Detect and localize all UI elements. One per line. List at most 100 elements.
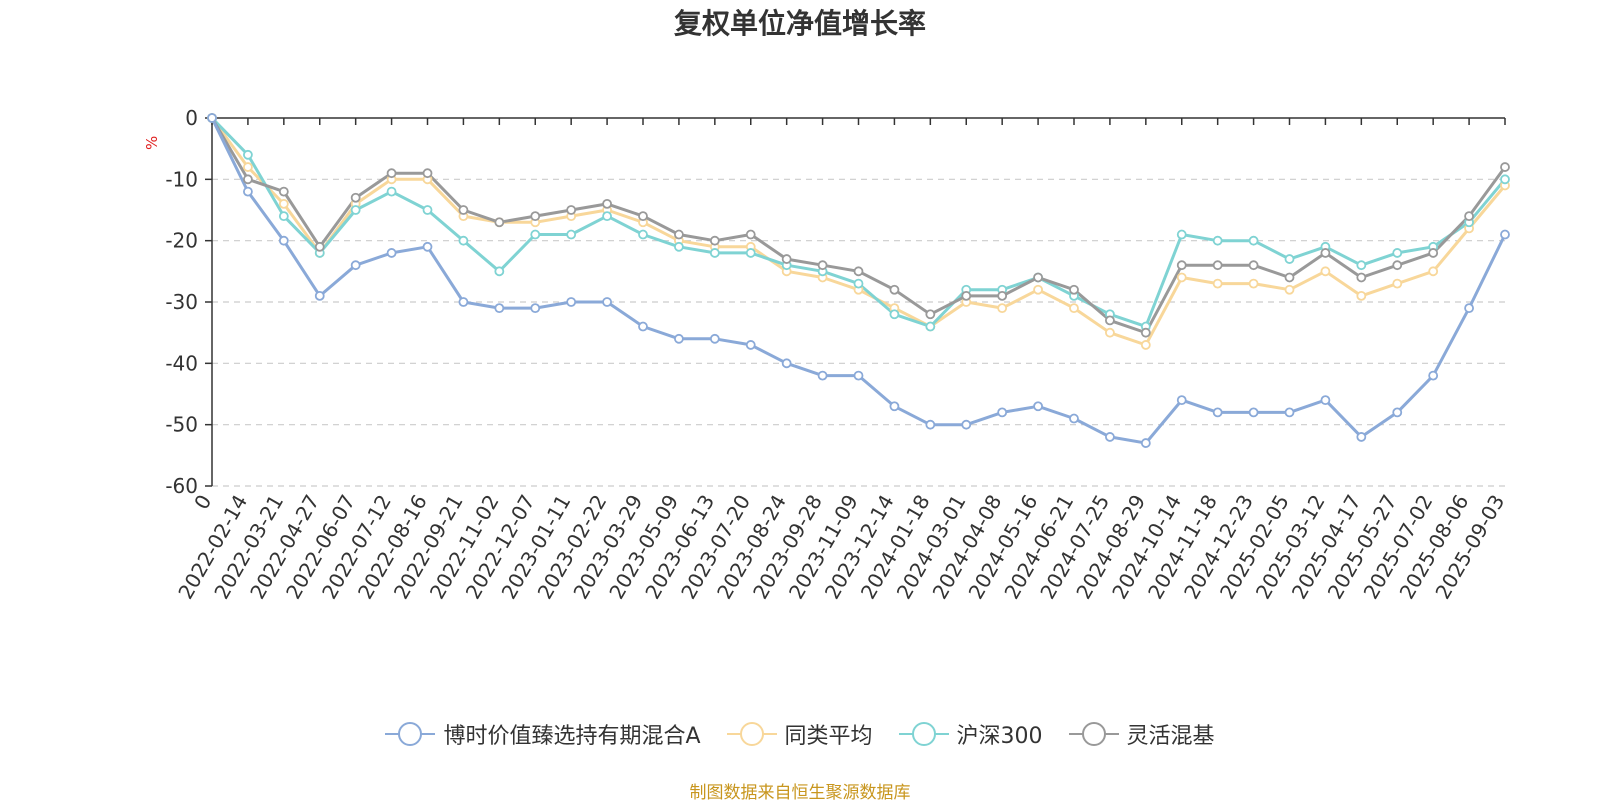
data-point — [314, 290, 325, 301]
data-point — [1284, 272, 1295, 283]
data-point — [709, 333, 720, 344]
data-point — [1284, 407, 1295, 418]
data-point — [1392, 260, 1403, 271]
data-point — [817, 370, 828, 381]
data-point — [530, 303, 541, 314]
data-point — [566, 229, 577, 240]
y-tick-label: -10 — [165, 167, 198, 191]
data-point — [1464, 211, 1474, 222]
data-point — [925, 309, 936, 320]
data-point — [674, 333, 684, 344]
legend-item-fund[interactable]: 博时价值臻选持有期混合A — [385, 718, 701, 750]
data-point — [1500, 229, 1510, 240]
y-tick-label: -30 — [165, 290, 198, 314]
data-point — [674, 229, 684, 240]
legend-item-peer-average[interactable]: 同类平均 — [726, 718, 873, 750]
legend-swatch-icon — [726, 722, 777, 746]
data-point — [458, 235, 469, 246]
data-point — [458, 297, 469, 307]
data-point — [278, 186, 289, 197]
data-point — [781, 254, 792, 264]
data-point — [1033, 284, 1043, 295]
data-point — [638, 211, 648, 222]
data-point — [314, 241, 325, 252]
series-line — [210, 117, 1507, 347]
data-point — [494, 217, 505, 228]
series-line — [210, 117, 1507, 335]
data-point — [566, 205, 577, 215]
y-tick-label: -40 — [165, 351, 198, 375]
series-line — [210, 116, 1507, 328]
data-point — [1428, 266, 1439, 277]
legend-swatch-icon — [1068, 722, 1119, 746]
data-point — [1500, 162, 1510, 172]
data-point — [1428, 248, 1439, 258]
data-point — [1212, 260, 1223, 271]
data-point — [1356, 272, 1367, 283]
data-point — [1176, 229, 1187, 240]
data-point — [386, 168, 397, 179]
data-point — [745, 248, 756, 258]
data-point — [278, 198, 289, 209]
data-point — [1140, 438, 1151, 448]
data-point — [1033, 401, 1043, 412]
data-point — [1140, 327, 1151, 338]
legend: 博时价值臻选持有期混合A 同类平均 沪深300 灵活混基 — [0, 718, 1600, 750]
legend-item-csi300[interactable]: 沪深300 — [898, 718, 1043, 750]
data-point — [458, 205, 469, 215]
data-point — [602, 211, 612, 222]
y-tick-label: -50 — [165, 413, 198, 437]
data-point — [386, 186, 397, 197]
data-point — [602, 297, 612, 307]
data-point — [925, 321, 936, 332]
data-point — [1212, 235, 1223, 246]
data-point — [853, 278, 864, 289]
data-point — [781, 358, 792, 369]
data-point — [961, 419, 972, 430]
data-point — [350, 260, 361, 271]
data-point — [1105, 327, 1115, 338]
data-point — [1320, 395, 1331, 406]
data-point — [997, 407, 1008, 418]
data-point — [1356, 432, 1367, 442]
data-point — [1428, 370, 1439, 381]
data-point — [889, 401, 900, 412]
data-point — [853, 266, 864, 277]
data-point — [243, 149, 253, 160]
data-point — [494, 266, 505, 277]
data-point — [1320, 266, 1331, 277]
legend-item-flexible-mixed[interactable]: 灵活混基 — [1068, 718, 1215, 750]
data-point — [243, 162, 253, 172]
data-point — [638, 321, 648, 332]
data-point — [1392, 278, 1403, 289]
data-point — [1320, 248, 1331, 258]
legend-label: 同类平均 — [784, 724, 873, 749]
data-point — [422, 168, 433, 179]
data-point — [243, 186, 253, 197]
data-source-note: 制图数据来自恒生聚源数据库 — [689, 783, 911, 803]
data-point — [925, 419, 936, 430]
legend-label: 博时价值臻选持有期混合A — [443, 724, 701, 749]
data-point — [1464, 303, 1474, 314]
data-point — [386, 248, 397, 258]
data-point — [1140, 340, 1151, 350]
data-point — [997, 290, 1008, 301]
data-point — [278, 235, 289, 246]
data-point — [745, 340, 756, 350]
data-point — [1069, 413, 1079, 424]
data-point — [1105, 432, 1115, 442]
data-point — [1248, 260, 1259, 271]
legend-swatch-icon — [385, 722, 436, 746]
data-point — [1033, 272, 1043, 283]
data-point — [530, 211, 541, 222]
data-point — [1356, 260, 1367, 271]
data-point — [1248, 278, 1259, 289]
data-point — [278, 211, 289, 222]
data-point — [422, 241, 433, 252]
y-tick-label: -20 — [165, 229, 198, 253]
x-tick-label: 0 — [189, 491, 216, 514]
data-point — [1069, 284, 1079, 295]
y-tick-label: -60 — [165, 474, 198, 498]
data-point — [1356, 290, 1367, 301]
data-point — [1248, 235, 1259, 246]
